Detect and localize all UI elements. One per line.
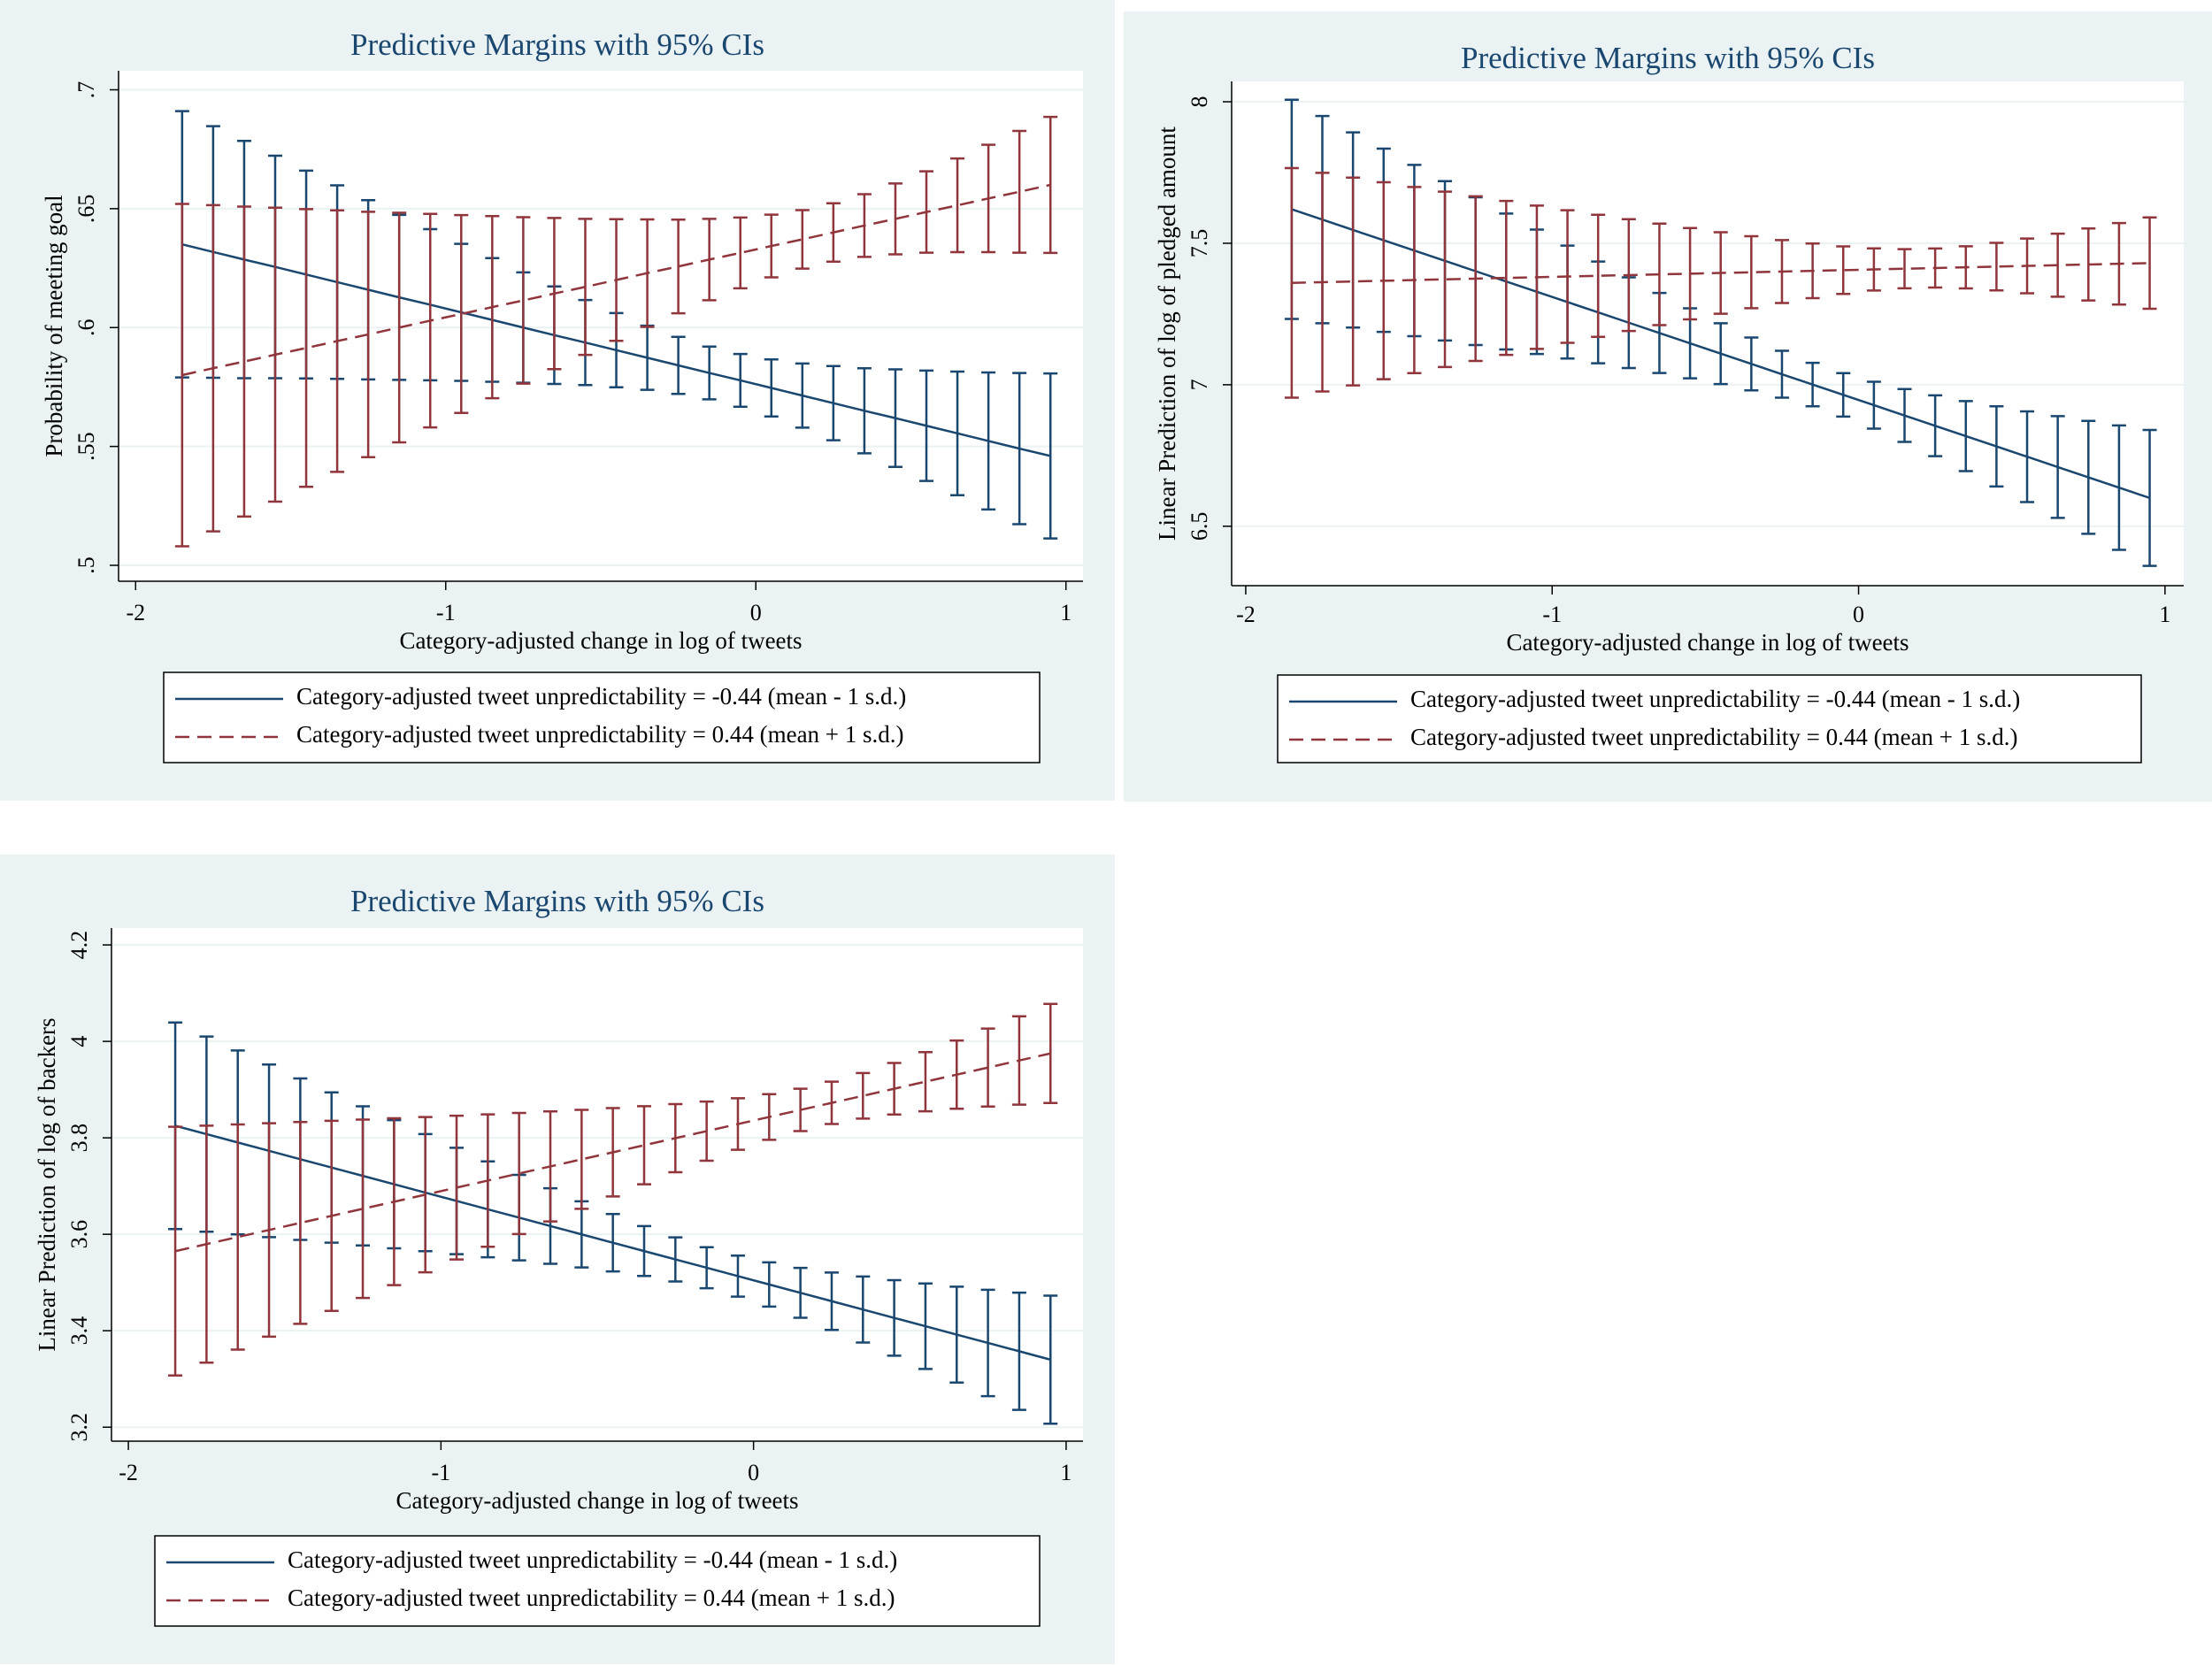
legend-label: Category-adjusted tweet unpredictability… (1410, 724, 2018, 750)
legend-label: Category-adjusted tweet unpredictability… (288, 1584, 895, 1611)
error-bar (2142, 428, 2157, 567)
error-bar (671, 218, 686, 315)
chart-title: Predictive Margins with 95% CIs (350, 884, 764, 918)
chart-panel: Predictive Margins with 95% CIs .5 .55 .6 .6… (0, 0, 1115, 801)
legend-box (163, 671, 1041, 763)
series-line (174, 1124, 1051, 1362)
x-tick-label: -1 (436, 600, 456, 625)
error-bar (299, 208, 314, 488)
error-bar (856, 1071, 871, 1120)
y-tick-label: 4.2 (66, 931, 92, 960)
y-tick-label: 3.8 (66, 1124, 92, 1153)
error-bar (1043, 372, 1058, 540)
error-bar (236, 205, 251, 518)
x-axis-label: Category-adjusted change in log of tweet… (399, 627, 802, 654)
y-tick-label: 7 (1187, 379, 1212, 390)
error-bar (293, 1120, 308, 1325)
chart-panel: Predictive Margins with 95% CIs 3.2 3.4 3.6… (0, 855, 1115, 1664)
y-tick-label: 3.4 (66, 1316, 92, 1346)
error-bar (1836, 245, 1851, 295)
x-axis-label: Category-adjusted change in log of tweet… (396, 1487, 798, 1514)
error-bar (1043, 1294, 1058, 1425)
legend-label: Category-adjusted tweet unpredictability… (288, 1546, 897, 1573)
chart-title: Predictive Margins with 95% CIs (1461, 41, 1875, 75)
y-tick-label: .55 (73, 432, 99, 460)
series-line (1291, 262, 2150, 284)
legend-label: Category-adjusted tweet unpredictability… (296, 721, 904, 748)
error-bar (578, 218, 593, 357)
x-tick-label: 1 (1060, 600, 1071, 625)
error-bar (2050, 232, 2065, 298)
legend-box (154, 1535, 1041, 1627)
error-bar (1591, 213, 1606, 339)
x-tick-label: -1 (1542, 602, 1562, 627)
x-tick-label: -2 (126, 600, 145, 625)
error-bar (636, 1105, 651, 1185)
y-tick-label: .5 (73, 556, 99, 574)
x-tick-label: -1 (432, 1460, 451, 1485)
error-bar (1043, 115, 1058, 255)
error-bar (795, 209, 810, 270)
x-tick-label: 0 (750, 600, 762, 625)
error-bar (1989, 242, 2004, 292)
y-tick-label: 8 (1187, 96, 1212, 108)
x-tick-label: -2 (1236, 602, 1256, 627)
series-line (181, 183, 1051, 377)
y-tick-label: .6 (73, 318, 99, 336)
y-tick-label: 3.6 (66, 1220, 92, 1249)
error-bar (511, 1111, 526, 1236)
error-bar (574, 1109, 589, 1210)
error-bar (918, 1050, 933, 1113)
y-tick-label: .65 (73, 195, 99, 224)
error-bar (454, 213, 469, 414)
y-tick-label: 3.2 (66, 1413, 92, 1442)
y-axis-label: Linear Prediction of log of backers (34, 1017, 60, 1351)
y-tick-label: .7 (73, 81, 99, 99)
error-bar (1012, 129, 1027, 254)
error-bar (230, 1123, 245, 1351)
error-bar (1897, 248, 1912, 290)
series-line (181, 242, 1051, 457)
plot-area (119, 71, 1083, 581)
legend-label: Category-adjusted tweet unpredictability… (296, 683, 906, 710)
error-bar (1043, 1002, 1058, 1104)
x-tick-label: 1 (1060, 1460, 1071, 1485)
legend-box (1277, 674, 2142, 763)
y-axis-label: Probability of meeting goal (41, 195, 67, 457)
chart-panel: Predictive Margins with 95% CIs 6.5 7 7.5 8 -… (1124, 12, 2212, 802)
error-bar (1346, 176, 1361, 387)
error-bar (1744, 234, 1759, 310)
y-tick-label: 6.5 (1187, 512, 1212, 541)
legend-label: Category-adjusted tweet unpredictability… (1410, 686, 2020, 712)
error-bar (1438, 190, 1453, 369)
x-tick-label: 0 (748, 1460, 759, 1485)
x-tick-label: 1 (2159, 602, 2170, 627)
error-bar (516, 216, 531, 385)
plot-area (1232, 81, 2184, 586)
error-bar (793, 1087, 808, 1132)
y-tick-label: 7.5 (1187, 229, 1212, 258)
error-bar (1499, 199, 1514, 357)
series-line (1291, 208, 2150, 500)
error-bar (733, 216, 748, 290)
error-bar (950, 157, 965, 254)
error-bar (356, 1118, 371, 1300)
y-axis-label: Linear Prediction of log of pledged amou… (1154, 127, 1180, 541)
x-axis-label: Category-adjusted change in log of tweet… (1506, 629, 1909, 656)
y-tick-label: 4 (66, 1036, 92, 1047)
error-bar (980, 1027, 995, 1109)
x-tick-label: 0 (1853, 602, 1864, 627)
x-tick-label: -2 (119, 1460, 138, 1485)
plot-area (111, 928, 1083, 1441)
chart-title: Predictive Margins with 95% CIs (350, 27, 764, 62)
error-bar (2142, 216, 2157, 311)
series-line (174, 1052, 1051, 1253)
